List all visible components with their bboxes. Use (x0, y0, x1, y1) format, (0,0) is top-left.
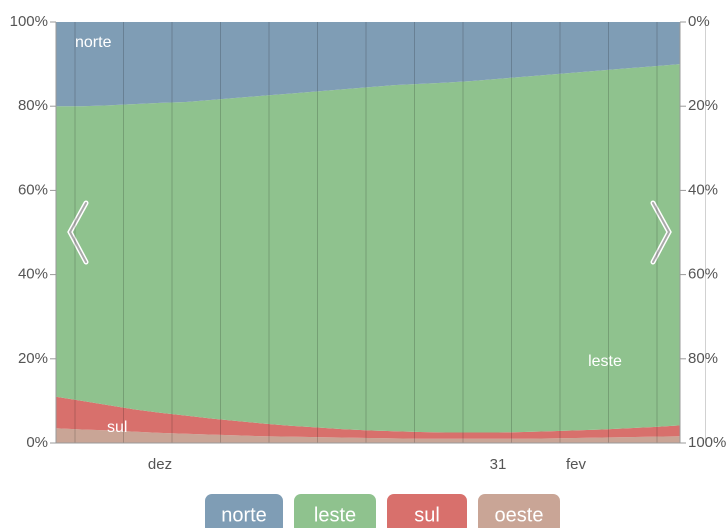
next-arrow-outline[interactable] (652, 202, 671, 263)
x-tick-label: fev (566, 456, 587, 473)
legend-button[interactable] (387, 494, 467, 528)
area-0 (56, 428, 680, 443)
x-tick-label: dez (148, 456, 172, 473)
area-1 (56, 396, 680, 439)
area-3 (56, 22, 680, 107)
legend-item[interactable]: oeste (478, 494, 560, 528)
annotation: sul (107, 419, 127, 436)
y-tick-label: 20% (18, 350, 48, 367)
legend-button[interactable] (205, 494, 283, 528)
y2-tick-label: 60% (688, 266, 718, 283)
y2-tick-label: 80% (688, 350, 718, 367)
areas (56, 22, 680, 443)
annotation: leste (588, 353, 622, 370)
annotation: norte (75, 34, 112, 51)
legend-button[interactable] (478, 494, 560, 528)
legend-label[interactable]: leste (314, 504, 356, 526)
legend-label[interactable]: norte (221, 504, 267, 526)
legend-button[interactable] (294, 494, 376, 528)
y-tick-label: 100% (10, 13, 48, 30)
y2-tick-label: 100% (688, 434, 726, 451)
legend-label[interactable]: oeste (495, 504, 544, 526)
y2-tick-label: 20% (688, 97, 718, 114)
y-tick-label: 0% (26, 434, 48, 451)
legend-item[interactable]: norte (205, 494, 283, 528)
y2-tick-label: 40% (688, 181, 718, 198)
area-2 (56, 64, 680, 433)
y2-tick-label: 0% (688, 13, 710, 30)
legend-item[interactable]: sul (387, 494, 467, 528)
y-tick-label: 80% (18, 97, 48, 114)
legend-label[interactable]: sul (414, 504, 440, 526)
y-tick-label: 60% (18, 181, 48, 198)
y-tick-label: 40% (18, 266, 48, 283)
x-tick-label: 31 (490, 456, 507, 473)
prev-arrow-outline[interactable] (68, 202, 87, 263)
legend-item[interactable]: leste (294, 494, 376, 528)
